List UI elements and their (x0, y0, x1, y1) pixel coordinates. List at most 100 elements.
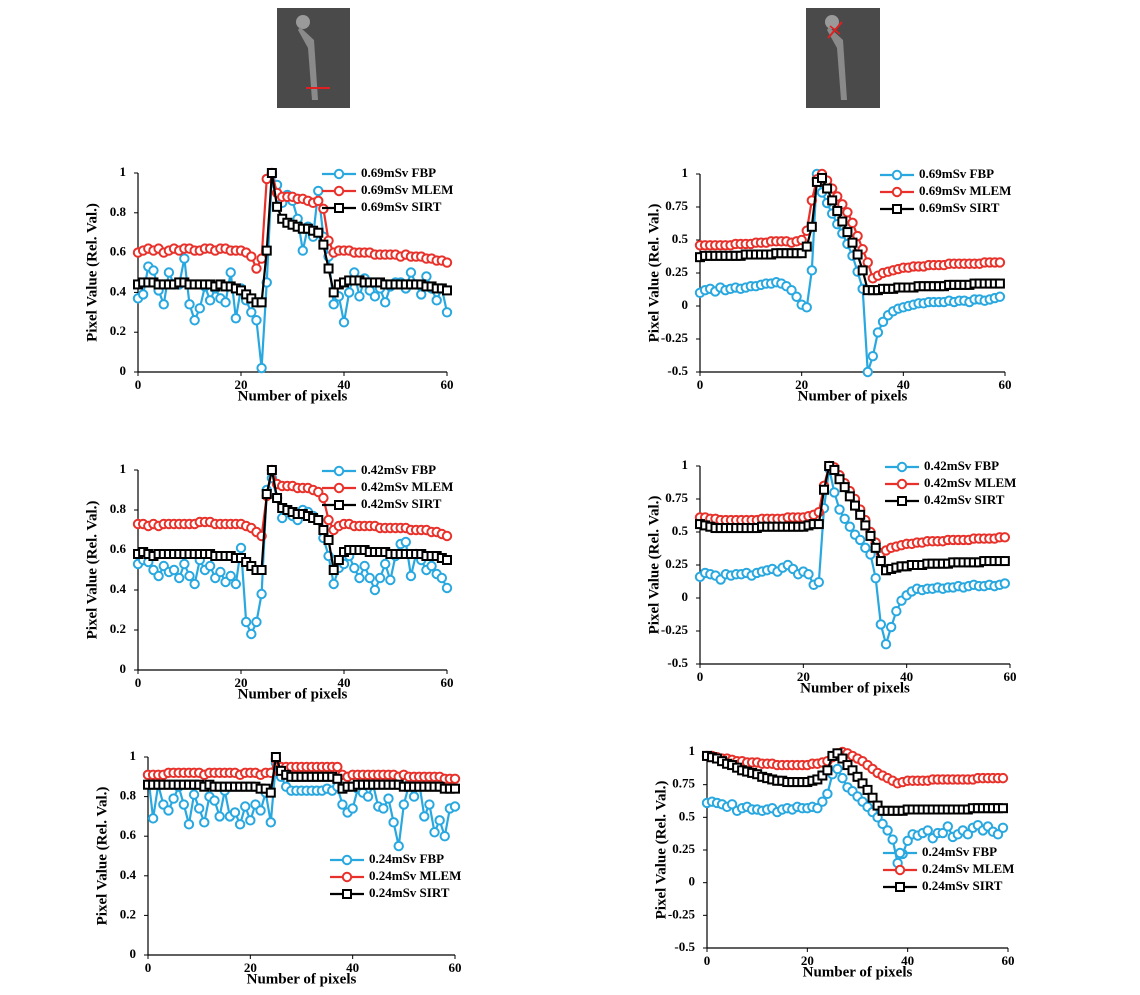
legend: 0.42mSv FBP 0.42mSv MLEM 0.42mSv SIRT (885, 458, 1016, 507)
x-tick-label: 40 (338, 377, 351, 392)
marker (204, 295, 216, 306)
marker (854, 534, 866, 546)
y-tick-label: -0.5 (667, 655, 688, 670)
marker (962, 829, 974, 840)
marker (426, 560, 437, 572)
marker (332, 761, 343, 773)
marker (436, 572, 448, 584)
marker (359, 560, 370, 572)
marker (328, 287, 339, 298)
marker (997, 772, 1009, 784)
marker (347, 803, 358, 814)
marker (862, 366, 873, 378)
x-tick-label: 0 (697, 377, 704, 392)
x-axis-label: Number of pixels (238, 686, 348, 702)
legend-label: 0.69mSv MLEM (919, 183, 1011, 198)
marker (147, 813, 159, 824)
marker (246, 628, 257, 640)
marker (813, 576, 825, 588)
marker (349, 562, 360, 574)
marker (441, 530, 453, 542)
legend-label: 0.69mSv FBP (919, 166, 994, 181)
marker (942, 821, 953, 832)
marker (137, 289, 149, 300)
x-axis-label: Number of pixels (238, 388, 348, 404)
y-tick-label: 0.8 (110, 204, 127, 219)
x-tick-label: 20 (244, 960, 257, 975)
marker (240, 616, 252, 628)
legend-marker (894, 847, 906, 859)
marker (867, 792, 878, 803)
marker (256, 297, 267, 308)
marker (354, 291, 365, 302)
marker (383, 793, 394, 804)
marker (844, 521, 856, 532)
marker (441, 307, 453, 318)
marker (183, 819, 195, 830)
y-tick-label: 0 (130, 946, 137, 961)
marker (261, 489, 272, 499)
marker (870, 542, 881, 553)
y-tick-label: 0.25 (665, 556, 688, 571)
marker (230, 578, 242, 590)
marker (994, 278, 1005, 289)
marker (806, 221, 817, 232)
marker (819, 484, 829, 495)
marker (168, 793, 179, 804)
marker (343, 287, 355, 298)
x-tick-label: 40 (897, 377, 910, 392)
legend-marker (333, 465, 345, 477)
y-tick-label: 0.8 (110, 501, 127, 516)
chart: -0.5 -0.25 0 0.25 0.5 0.75 1 0 20 40 60 Number of p… (653, 743, 1014, 980)
x-tick-label: 20 (801, 953, 814, 968)
y-tick-label: 0 (120, 661, 127, 676)
marker (184, 570, 195, 582)
x-tick-label: 0 (697, 669, 704, 684)
chart: 0 0.2 0.4 0.6 0.8 1 0 20 40 60 Number of pixels Pix… (84, 164, 453, 404)
marker (997, 803, 1008, 814)
marker (398, 799, 410, 810)
marker (354, 572, 365, 584)
legend-marker (341, 871, 353, 883)
marker (832, 748, 843, 759)
marker (240, 801, 251, 812)
y-tick-label: 1 (682, 165, 689, 180)
marker (441, 257, 453, 268)
marker (193, 803, 205, 814)
marker (844, 491, 855, 502)
marker (891, 606, 902, 617)
marker (388, 817, 399, 828)
marker (332, 773, 343, 784)
marker (323, 535, 334, 545)
y-tick-label: 1 (689, 743, 696, 758)
marker (349, 267, 360, 278)
x-tick-label: 60 (1002, 953, 1015, 968)
marker (822, 183, 833, 194)
marker (256, 565, 267, 575)
legend: 0.24mSv FBP 0.24mSv MLEM 0.24mSv SIRT (883, 844, 1014, 893)
marker (246, 307, 257, 318)
marker (265, 787, 276, 798)
marker (328, 565, 339, 575)
y-tick-label: 1 (130, 748, 137, 763)
marker (829, 464, 840, 475)
y-tick-label: 1 (682, 457, 689, 472)
marker (266, 465, 277, 475)
marker (235, 542, 247, 554)
legend-label: 0.69mSv MLEM (361, 182, 453, 197)
marker (842, 207, 853, 218)
marker (791, 291, 802, 302)
marker (189, 315, 200, 326)
marker (174, 572, 185, 584)
marker (867, 350, 879, 362)
x-tick-label: 20 (795, 377, 808, 392)
marker (850, 500, 860, 511)
legend-label: 0.24mSv SIRT (369, 885, 450, 900)
y-tick-label: 0.6 (110, 244, 127, 259)
marker (148, 265, 159, 276)
y-axis-label: Pixel Value (Rel. Val.) (94, 787, 110, 926)
legend-label: 0.69mSv SIRT (361, 199, 442, 214)
marker (999, 578, 1011, 589)
marker (806, 265, 818, 276)
marker (215, 566, 226, 578)
